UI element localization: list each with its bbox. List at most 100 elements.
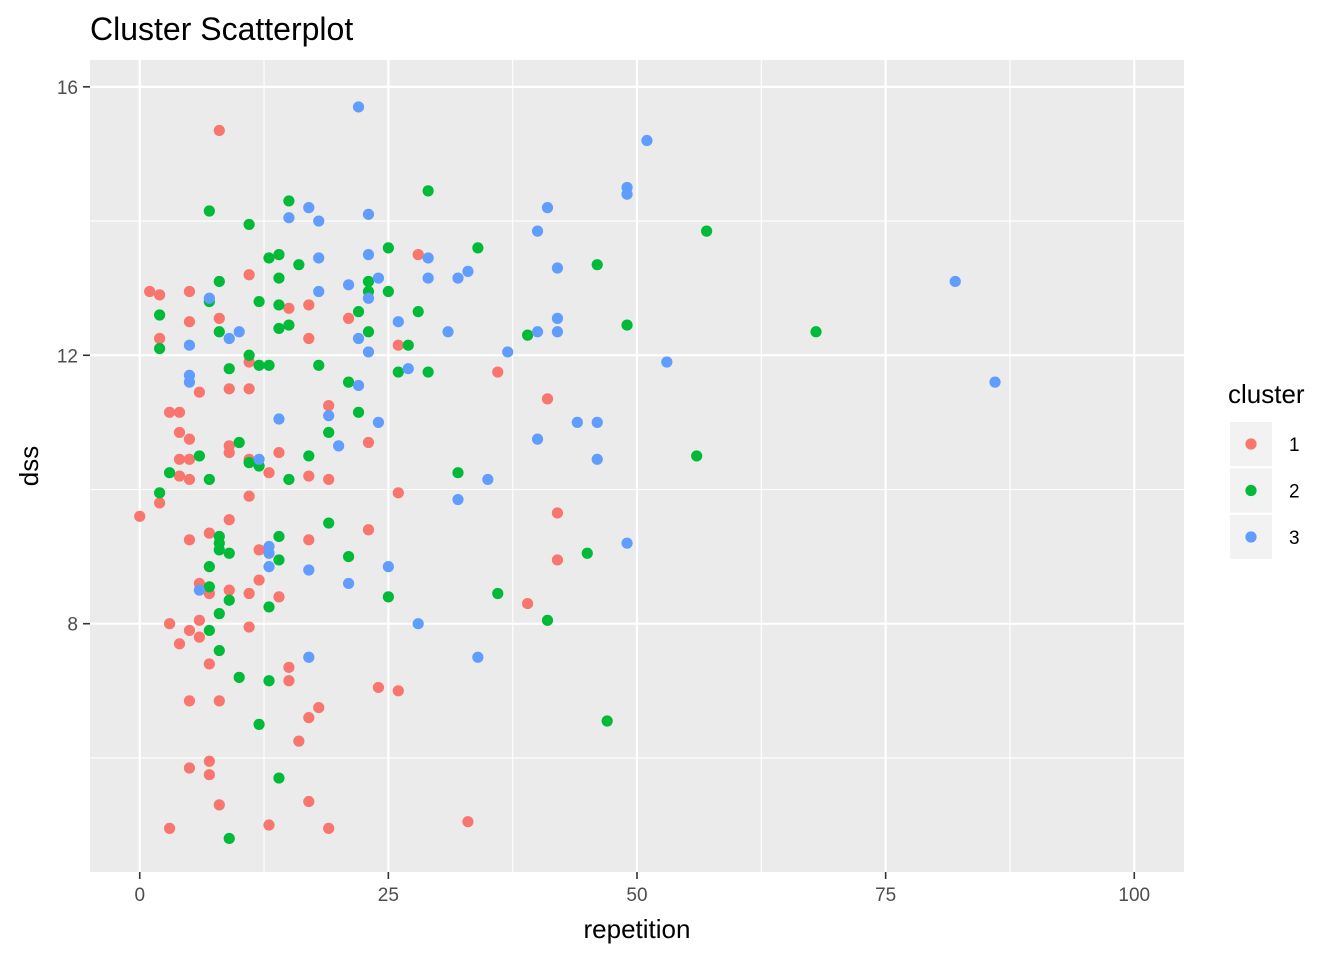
x-tick-label: 75 [875,885,896,906]
data-point-cluster-2 [342,550,355,563]
data-point-cluster-3 [422,252,434,264]
data-point-cluster-3 [541,202,554,214]
data-point-cluster-2 [203,561,215,573]
data-point-cluster-1 [193,631,205,643]
data-point-cluster-1 [551,507,564,519]
data-point-cluster-3 [183,339,196,351]
data-point-cluster-3 [362,249,375,261]
data-point-cluster-3 [203,292,215,304]
data-point-cluster-3 [472,651,484,663]
x-axis-title: repetition [584,914,691,944]
data-point-cluster-3 [382,561,394,573]
data-point-cluster-1 [203,769,215,781]
data-point-cluster-1 [163,406,176,418]
data-point-cluster-1 [372,681,385,694]
legend-label-1: 1 [1289,435,1300,456]
data-point-cluster-2 [273,322,285,335]
data-point-cluster-2 [621,319,633,331]
data-point-cluster-3 [313,285,325,298]
data-point-cluster-1 [223,514,235,526]
data-point-cluster-1 [134,510,146,522]
data-point-cluster-1 [243,269,255,281]
data-point-cluster-1 [243,621,255,633]
data-point-cluster-2 [342,376,355,388]
data-point-cluster-2 [263,252,275,264]
data-point-cluster-1 [183,473,196,486]
data-point-cluster-3 [303,651,315,663]
data-point-cluster-3 [571,416,583,428]
data-point-cluster-1 [144,285,156,298]
data-point-cluster-2 [541,614,554,626]
data-point-cluster-1 [243,383,255,395]
data-point-cluster-3 [183,376,196,388]
data-point-cluster-3 [949,275,961,288]
data-point-cluster-3 [303,564,315,576]
data-point-cluster-2 [362,326,375,338]
data-point-cluster-3 [452,493,464,506]
data-point-cluster-1 [303,534,315,546]
data-point-cluster-2 [422,366,434,378]
data-point-cluster-2 [412,306,424,318]
data-point-cluster-1 [183,285,196,298]
data-point-cluster-2 [273,554,285,566]
data-point-cluster-3 [551,312,564,324]
data-point-cluster-3 [263,561,275,573]
data-point-cluster-1 [303,299,315,311]
y-tick-label: 16 [57,78,78,99]
data-point-cluster-3 [402,363,414,375]
data-point-cluster-3 [342,279,355,291]
data-point-cluster-2 [382,242,394,254]
data-point-cluster-1 [173,470,186,482]
data-point-cluster-1 [392,685,404,697]
legend-label-3: 3 [1289,528,1300,549]
data-point-cluster-1 [183,316,196,328]
data-point-cluster-1 [193,614,205,626]
data-point-cluster-1 [392,487,404,499]
data-point-cluster-2 [154,342,166,355]
data-point-cluster-2 [154,487,166,499]
data-point-cluster-1 [323,473,335,486]
data-point-cluster-1 [183,453,196,465]
data-point-cluster-1 [163,822,176,834]
data-point-cluster-2 [422,185,434,197]
data-point-cluster-3 [989,376,1001,388]
y-axis-ticks: 8 12 16 [57,78,90,636]
data-point-cluster-3 [462,265,474,277]
data-point-cluster-3 [342,577,355,590]
data-point-cluster-3 [531,326,544,338]
data-point-cluster-3 [303,202,315,214]
data-point-cluster-1 [173,453,186,465]
data-point-cluster-1 [253,544,265,556]
data-point-cluster-3 [323,410,335,422]
data-point-cluster-3 [253,453,265,465]
data-point-cluster-1 [283,675,295,687]
data-point-cluster-2 [283,473,295,486]
data-point-cluster-2 [472,242,484,254]
data-point-cluster-2 [154,309,166,321]
data-point-cluster-1 [283,661,295,673]
data-point-cluster-2 [263,359,275,371]
data-point-cluster-2 [810,326,822,338]
data-point-cluster-1 [173,426,186,439]
data-point-cluster-1 [303,470,315,482]
y-tick-label: 12 [57,346,78,367]
data-point-cluster-2 [402,339,414,351]
data-point-cluster-2 [313,359,325,371]
data-point-cluster-2 [352,306,365,318]
data-point-cluster-1 [163,618,176,630]
data-point-cluster-1 [362,436,375,449]
data-point-cluster-2 [283,195,295,207]
data-point-cluster-2 [233,671,245,683]
data-point-cluster-1 [213,124,225,137]
data-point-cluster-2 [253,295,265,308]
data-point-cluster-3 [273,413,285,425]
data-point-cluster-2 [452,467,464,479]
data-point-cluster-1 [154,497,166,509]
data-point-cluster-2 [601,715,613,727]
data-point-cluster-2 [243,218,255,231]
data-point-cluster-3 [352,101,365,113]
data-point-cluster-2 [223,594,235,606]
data-point-cluster-1 [203,658,215,670]
data-point-cluster-2 [233,436,245,449]
data-point-cluster-1 [213,312,225,324]
